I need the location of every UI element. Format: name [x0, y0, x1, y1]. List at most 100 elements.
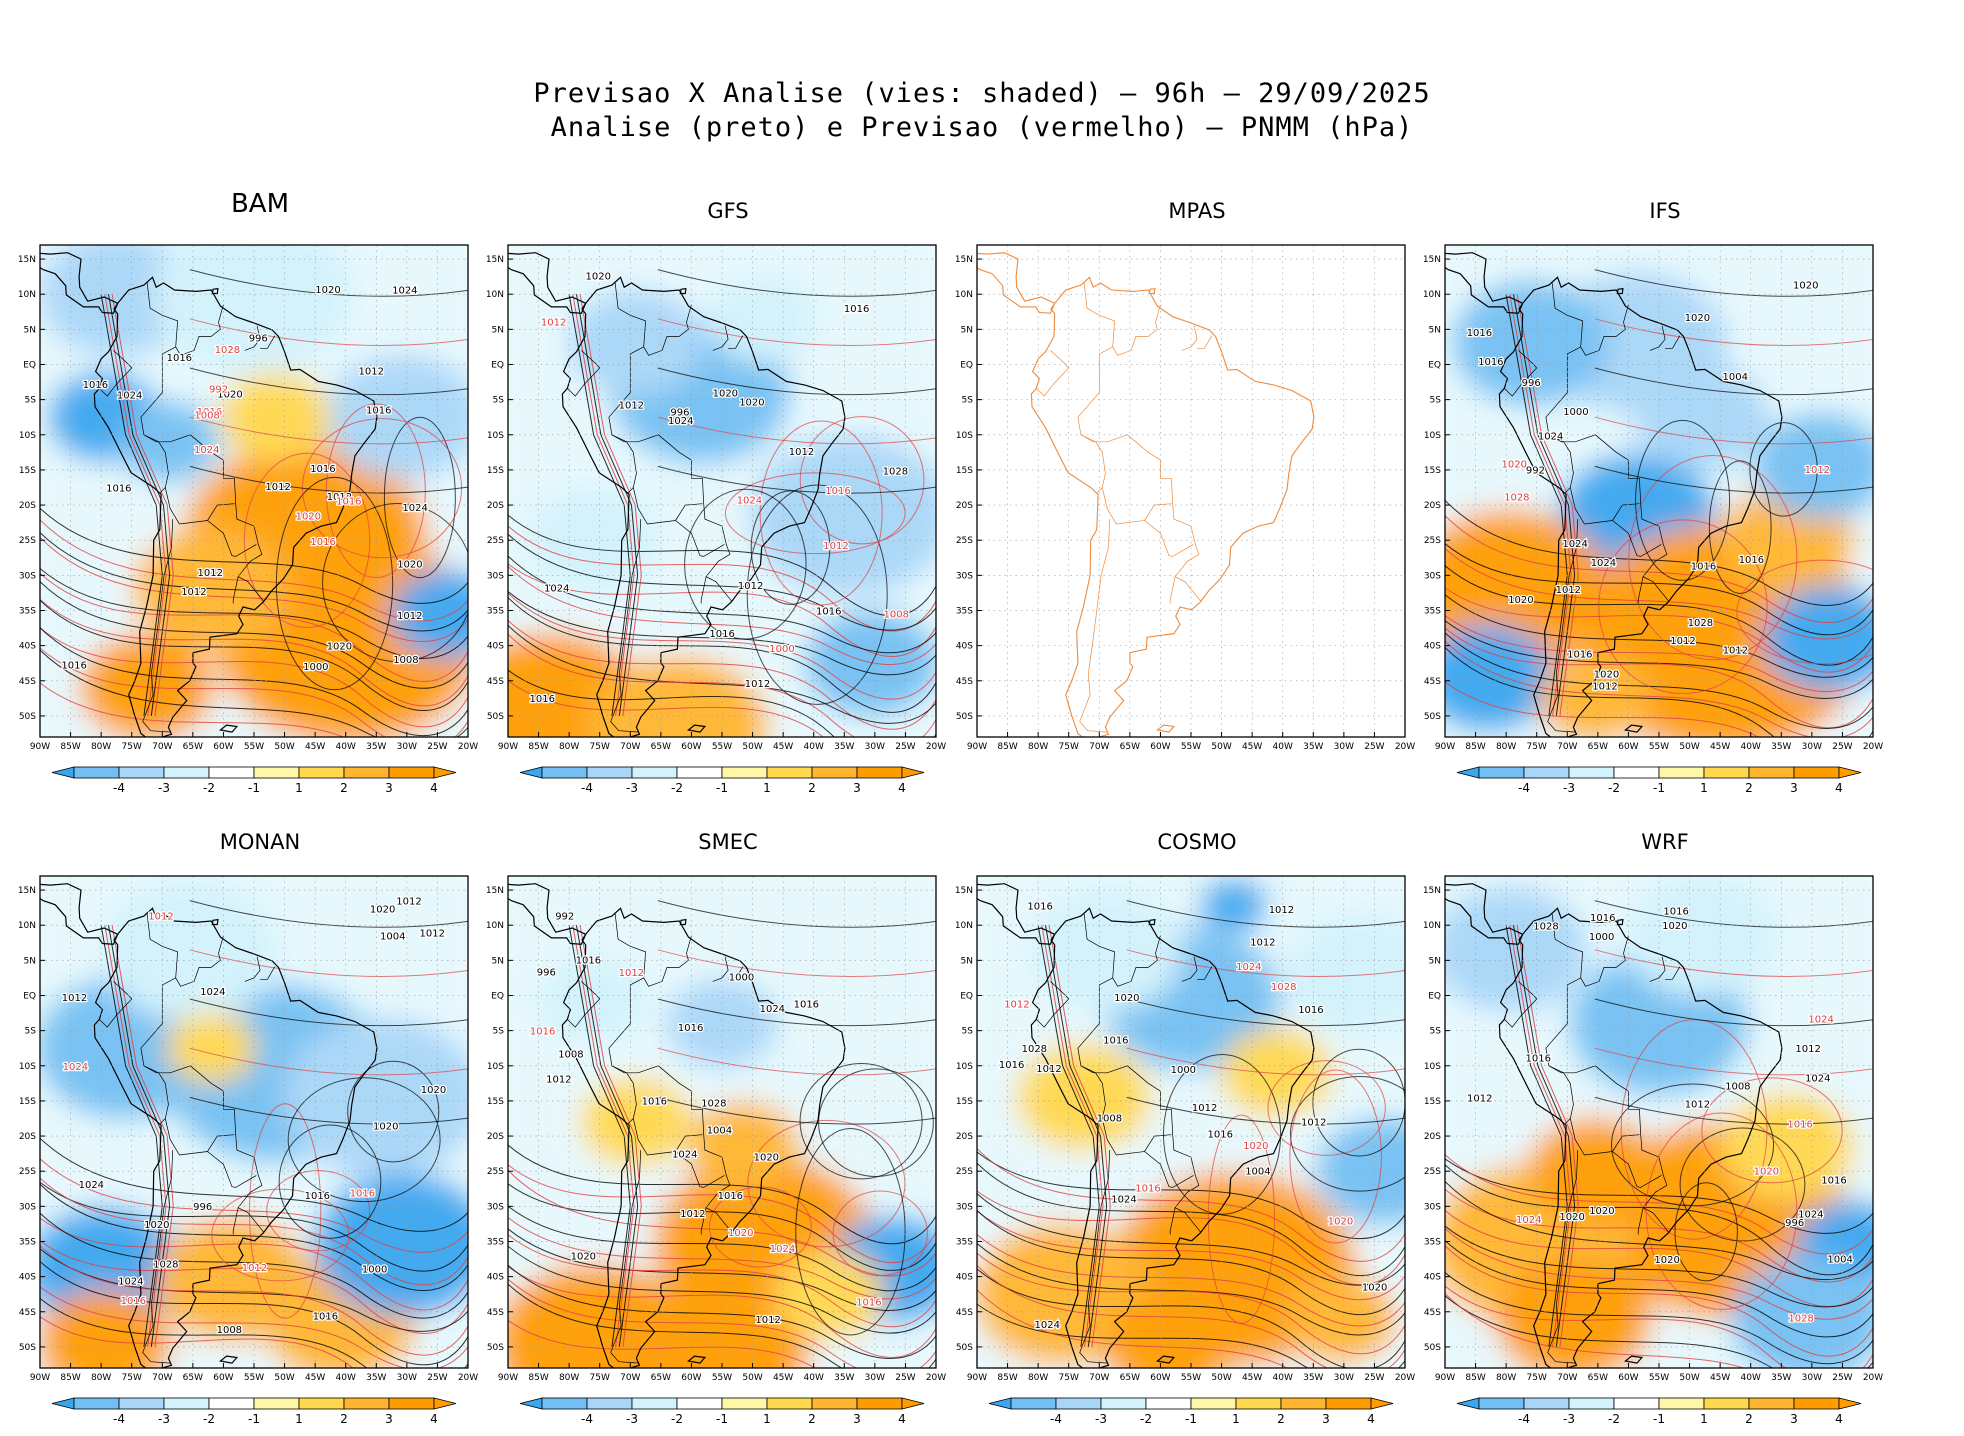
- lat-label: 50S: [19, 1343, 36, 1353]
- border-line: [1181, 956, 1198, 982]
- map-svg: 1012 1020 1016 1020 1016 1012 1024 1016 1020 1028…: [1423, 875, 1883, 1426]
- lon-label: 55W: [712, 742, 732, 752]
- contour-label: 1020: [754, 1153, 779, 1164]
- island-outline: [679, 918, 687, 926]
- border-line: [632, 487, 703, 525]
- border-line: [1101, 1118, 1172, 1156]
- contour-label: 1020: [1114, 993, 1139, 1004]
- island-outline: [679, 287, 687, 295]
- lon-label: 30W: [397, 742, 417, 752]
- isobar-ring: [1749, 422, 1818, 517]
- colorbar-label: -2: [1608, 1412, 1620, 1426]
- lon-label: 90W: [1435, 742, 1455, 752]
- lat-label: 10N: [955, 921, 973, 931]
- colorbar-segment: [1523, 1397, 1570, 1410]
- contour-label: 1016: [1478, 357, 1503, 368]
- central-america-outline: [977, 883, 1056, 945]
- colorbar-segment: [343, 1397, 390, 1410]
- bias-blob: [1316, 1118, 1405, 1225]
- isobar-ring: [1267, 1060, 1386, 1156]
- lon-label: 80W: [91, 1373, 111, 1383]
- lon-label: 75W: [1059, 742, 1079, 752]
- lat-label: 20S: [487, 501, 504, 511]
- border-line: [1580, 935, 1629, 987]
- lon-label: 70W: [152, 1373, 172, 1383]
- lat-label: 5N: [492, 956, 504, 966]
- lat-label: EQ: [1428, 360, 1441, 370]
- border-line: [728, 966, 744, 980]
- colorbar-label: -2: [671, 1412, 683, 1426]
- colorbar-segment: [1703, 1397, 1750, 1410]
- lon-label: 40W: [336, 1373, 356, 1383]
- map-area: 15N 10N 5N EQ 5S 10S 15S 20S 25S 30S 35S 40S 45S 50S 9…: [955, 244, 1415, 752]
- isobar-ring: [1674, 1182, 1738, 1282]
- south-america-outline: [1498, 907, 1783, 1368]
- lon-label: 25W: [427, 742, 447, 752]
- panel-title: GFS: [707, 199, 749, 223]
- colorbar-label: -2: [671, 781, 683, 795]
- isobar-ring: [799, 416, 925, 545]
- bias-blob: [666, 979, 778, 1068]
- lon-label: 60W: [1150, 1373, 1170, 1383]
- lon-label: 60W: [1618, 742, 1638, 752]
- contour-label: 1016: [167, 353, 192, 364]
- contour-label: 1020: [739, 397, 764, 408]
- isobar-line: [657, 1047, 936, 1076]
- contour-label: 1016: [1526, 1053, 1551, 1064]
- lat-label: 30S: [487, 571, 504, 581]
- isobar-ring: [278, 1124, 382, 1239]
- isobar-line: [508, 1163, 936, 1263]
- contour-label: 1020: [373, 1122, 398, 1133]
- lat-label: 15N: [955, 886, 973, 896]
- isobar-line: [508, 1205, 936, 1292]
- lat-label: 35S: [1424, 1237, 1441, 1247]
- isobar-line: [657, 416, 936, 445]
- contour-label: 1028: [1022, 1044, 1047, 1055]
- colorbar: -4 -3 -2 -1 1 2 3 4: [1456, 1397, 1862, 1426]
- contour-label: 1012: [396, 896, 421, 907]
- lon-label: 50W: [1679, 1373, 1699, 1383]
- contour-label: 992: [209, 384, 228, 395]
- colorbar-segment: [1793, 1397, 1840, 1410]
- border-line: [1569, 487, 1640, 525]
- map-area: 1016 1016 1016 1012 1012 1016 1020 1024 1016 1020…: [486, 875, 946, 1383]
- lon-label: 65W: [651, 742, 671, 752]
- lon-label: 35W: [1771, 1373, 1791, 1383]
- isobar-line: [40, 507, 468, 604]
- lon-label: 80W: [1028, 742, 1048, 752]
- contour-label: 1012: [1795, 1044, 1820, 1055]
- lon-label: 65W: [1120, 742, 1140, 752]
- lat-label: 30S: [19, 571, 36, 581]
- contour-label: 1008: [217, 1325, 242, 1336]
- isobar-line: [1445, 1285, 1873, 1368]
- lon-label: 45W: [305, 1373, 325, 1383]
- south-america-outline: [561, 276, 846, 737]
- lon-label: 65W: [183, 1373, 203, 1383]
- isobar-ring: [832, 1190, 928, 1277]
- contour-label: 1020: [144, 1220, 169, 1231]
- colorbar-segment: [163, 1397, 210, 1410]
- isobar-line: [508, 525, 936, 632]
- contour-label: 1028: [153, 1260, 178, 1271]
- colorbar-label: -4: [581, 1412, 593, 1426]
- contour-label: 1024: [117, 391, 142, 402]
- lon-label: 55W: [1649, 1373, 1669, 1383]
- contour-label: 1020: [1754, 1166, 1779, 1177]
- contour-label: 1012: [1192, 1103, 1217, 1114]
- map-area: 1016 1012 1016 1012 1012 1020 1020 1012 1020 1024…: [1423, 244, 1883, 752]
- colorbar-label: 2: [340, 781, 348, 795]
- lat-label: 45S: [487, 677, 504, 687]
- isobar-line: [40, 1247, 468, 1332]
- lat-label: 5S: [962, 396, 974, 406]
- lat-label: 10S: [956, 1062, 973, 1072]
- lat-label: EQ: [960, 991, 973, 1001]
- border-line: [675, 1151, 725, 1188]
- border-line: [567, 350, 601, 397]
- lat-label: 45S: [19, 677, 36, 687]
- lon-label: 50W: [742, 742, 762, 752]
- lon-label: 85W: [997, 1373, 1017, 1383]
- isobar-ring: [750, 490, 831, 605]
- border-line: [260, 335, 276, 349]
- isobar-line: [1445, 586, 1873, 673]
- isobar-ring: [724, 472, 906, 555]
